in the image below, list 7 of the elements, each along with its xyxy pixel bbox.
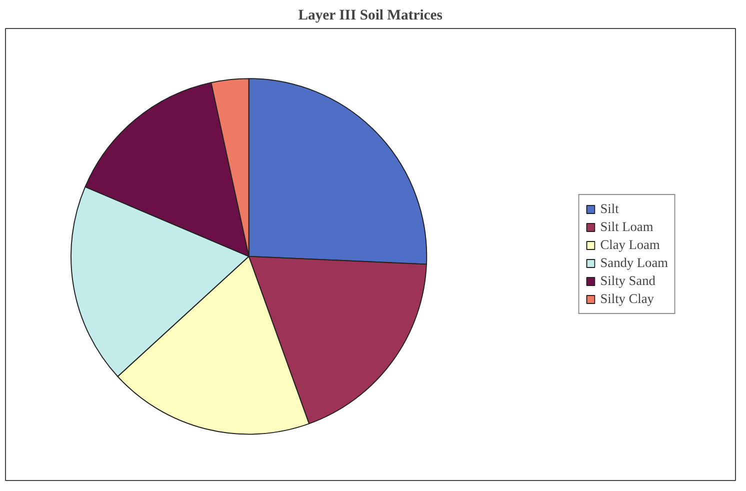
legend-label: Clay Loam <box>600 237 660 253</box>
legend-label: Sandy Loam <box>600 255 668 271</box>
chart-title: Layer III Soil Matrices <box>298 8 443 24</box>
legend-label: Silt <box>600 201 620 217</box>
legend-label: Silty Clay <box>600 291 654 307</box>
legend-label: Silty Sand <box>600 273 656 289</box>
legend-label: Silt Loam <box>600 219 654 235</box>
